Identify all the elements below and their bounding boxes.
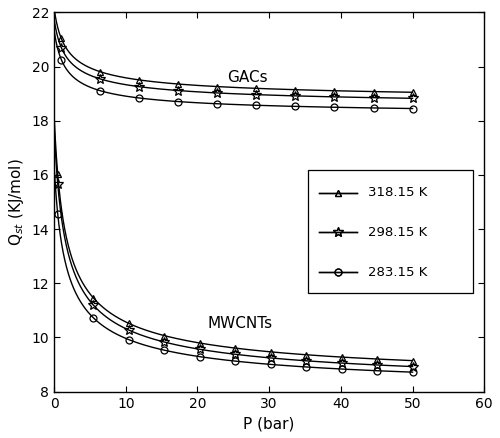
Text: 298.15 K: 298.15 K <box>368 226 428 239</box>
Y-axis label: Q$_{st}$ (KJ/mol): Q$_{st}$ (KJ/mol) <box>7 158 26 246</box>
Text: GACs: GACs <box>228 70 268 85</box>
FancyBboxPatch shape <box>308 170 474 293</box>
X-axis label: P (bar): P (bar) <box>244 416 295 431</box>
Text: 283.15 K: 283.15 K <box>368 266 428 279</box>
Text: 283.15 K: 283.15 K <box>368 266 428 279</box>
Text: 298.15 K: 298.15 K <box>368 226 428 239</box>
Text: 318.15 K: 318.15 K <box>368 186 428 199</box>
Text: 318.15 K: 318.15 K <box>368 186 428 199</box>
Text: MWCNTs: MWCNTs <box>208 316 273 332</box>
